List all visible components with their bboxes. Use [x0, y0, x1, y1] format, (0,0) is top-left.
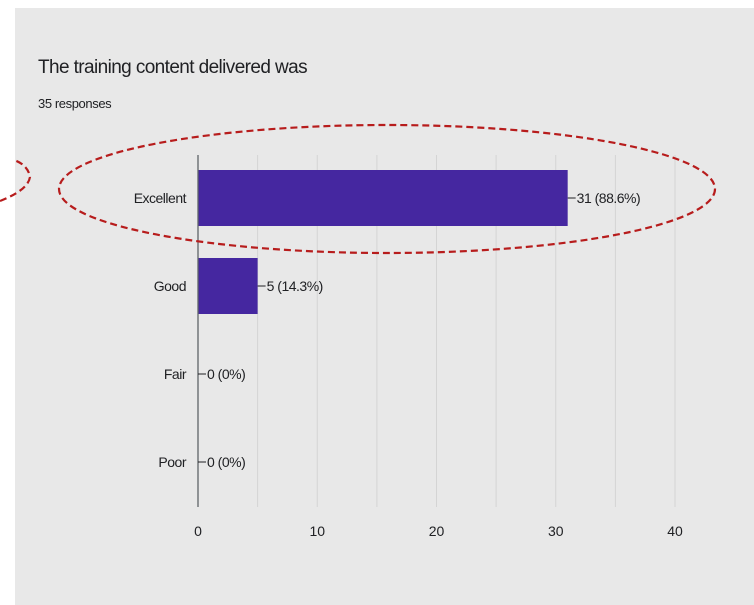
category-label-fair: Fair	[164, 366, 187, 382]
data-label-poor: 0 (0%)	[207, 454, 245, 470]
data-label-fair: 0 (0%)	[207, 366, 245, 382]
bars	[198, 170, 568, 314]
bar-good	[198, 258, 258, 314]
x-tick-label-30: 30	[548, 523, 564, 539]
highlight-arc-edge	[0, 158, 32, 203]
x-tick-label-40: 40	[667, 523, 683, 539]
chart-card	[15, 8, 754, 605]
x-tick-label-10: 10	[309, 523, 325, 539]
data-label-excellent: 31 (88.6%)	[577, 190, 640, 206]
annotations	[0, 123, 717, 255]
category-label-excellent: Excellent	[134, 190, 187, 206]
axes: 0 10 20 30 40	[194, 155, 683, 539]
category-label-poor: Poor	[158, 454, 186, 470]
highlight-ellipse	[57, 123, 717, 255]
question-title: The training content delivered was	[38, 57, 308, 78]
x-tick-label-20: 20	[429, 523, 445, 539]
response-count: 35 responses	[38, 96, 112, 111]
bar-excellent	[198, 170, 568, 226]
labels: 31 (88.6%) Excellent 5 (14.3%) Good 0 (0%) Fa…	[134, 190, 641, 470]
data-label-good: 5 (14.3%)	[267, 278, 323, 294]
category-label-good: Good	[154, 278, 186, 294]
x-tick-label-0: 0	[194, 523, 202, 539]
